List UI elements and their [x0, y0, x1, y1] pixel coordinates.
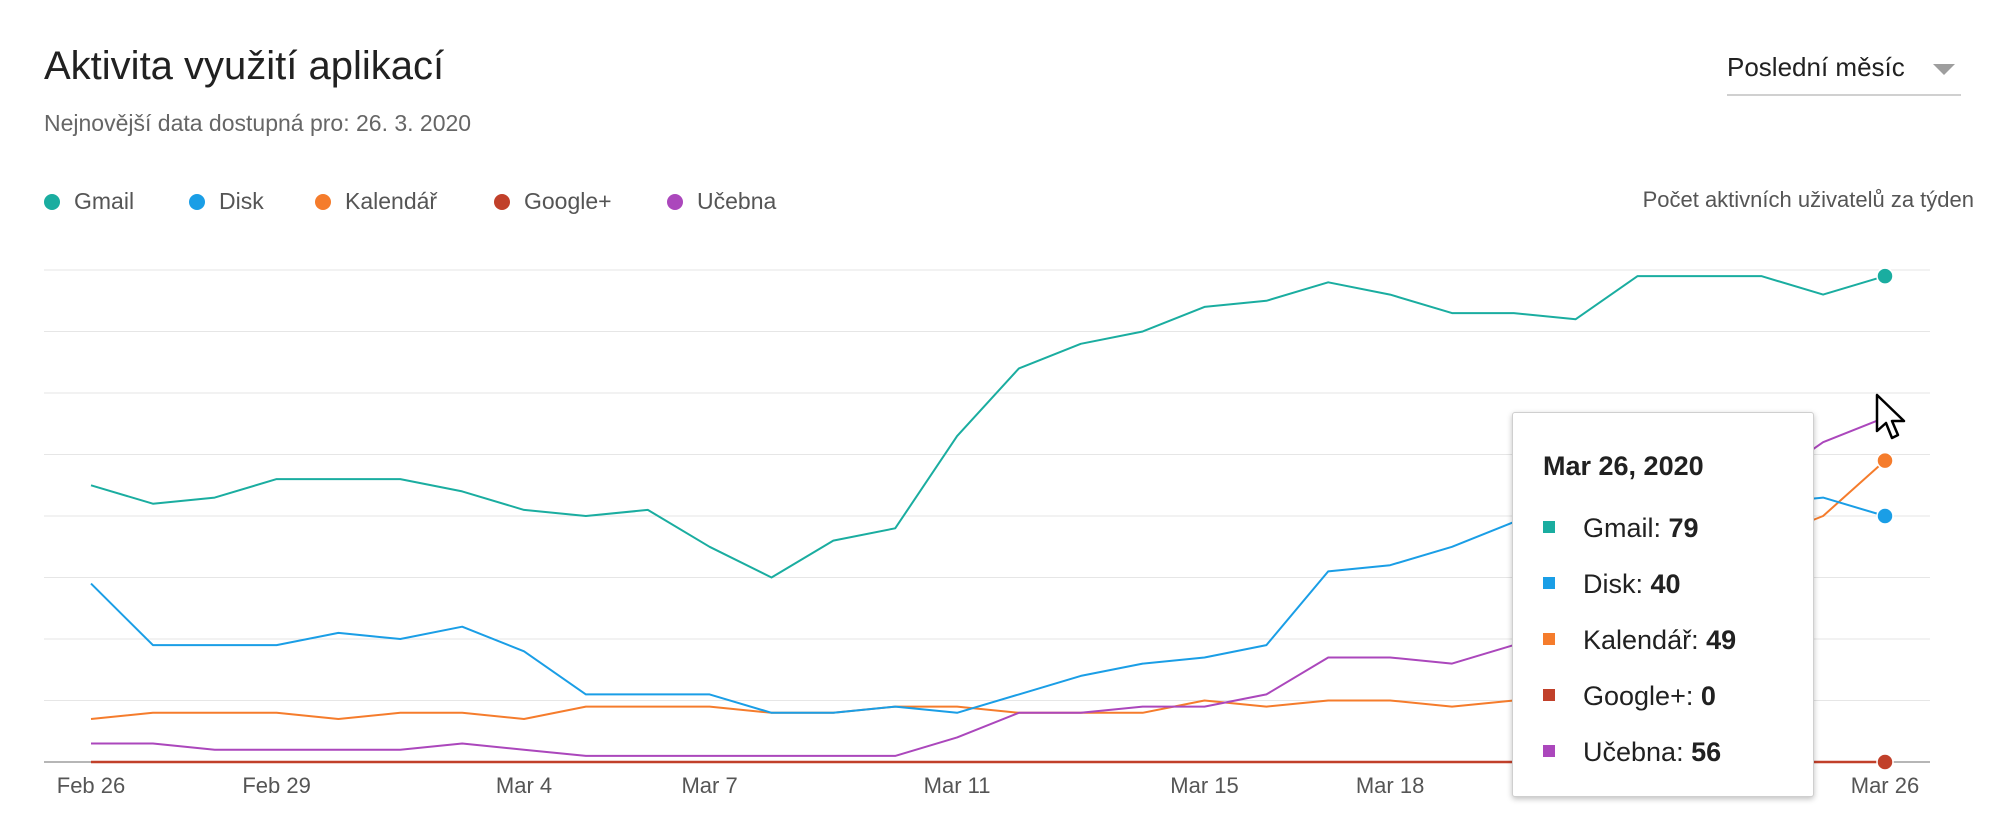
tooltip-value: 56 [1691, 737, 1722, 767]
x-tick-label: Mar 18 [1356, 773, 1424, 798]
tooltip-label: Google+: [1583, 681, 1694, 711]
series-point-1[interactable] [1876, 507, 1894, 525]
tooltip-value: 40 [1650, 569, 1681, 599]
tooltip-row-ucebna: Učebna: 56 [1543, 737, 1721, 768]
period-dropdown[interactable]: Poslední měsíc [1727, 48, 1961, 96]
tooltip-swatch-icon [1543, 633, 1555, 645]
legend-item-googleplus[interactable]: Google+ [494, 188, 612, 215]
x-tick-label: Mar 7 [681, 773, 737, 798]
legend-label: Google+ [524, 188, 612, 214]
tooltip-label: Učebna: [1583, 737, 1684, 767]
series-point-0[interactable] [1876, 267, 1894, 285]
x-tick-label: Feb 29 [242, 773, 311, 798]
chart-tooltip: Mar 26, 2020 Gmail: 79 Disk: 40 Kalendář… [1512, 412, 1814, 797]
tooltip-label: Gmail: [1583, 513, 1662, 543]
tooltip-value: 79 [1668, 513, 1699, 543]
x-tick-label: Mar 4 [496, 773, 552, 798]
period-dropdown-label: Poslední měsíc [1727, 52, 1905, 82]
chevron-down-icon [1933, 64, 1955, 75]
legend-item-kalendar[interactable]: Kalendář [315, 188, 437, 215]
tooltip-swatch-icon [1543, 745, 1555, 757]
legend-dot-icon [667, 194, 683, 210]
tooltip-value: 0 [1700, 681, 1716, 711]
x-tick-label: Feb 26 [57, 773, 126, 798]
legend-label: Disk [219, 188, 264, 214]
x-tick-label: Mar 11 [924, 773, 991, 798]
series-line-0[interactable] [90, 275, 1886, 579]
tooltip-row-disk: Disk: 40 [1543, 569, 1681, 600]
legend-item-ucebna[interactable]: Učebna [667, 188, 776, 215]
x-tick-label: Mar 15 [1170, 773, 1238, 798]
tooltip-row-googleplus: Google+: 0 [1543, 681, 1716, 712]
series-point-2[interactable] [1876, 451, 1894, 470]
tooltip-swatch-icon [1543, 521, 1555, 533]
legend-label: Gmail [74, 188, 135, 214]
legend-dot-icon [494, 194, 510, 210]
legend-dot-icon [315, 194, 331, 210]
tooltip-label: Kalendář: [1583, 625, 1699, 655]
metric-label: Počet aktivních uživatelů za týden [1642, 187, 1974, 212]
tooltip-date: Mar 26, 2020 [1543, 451, 1704, 481]
legend-dot-icon [44, 194, 60, 210]
tooltip-swatch-icon [1543, 689, 1555, 701]
legend-dot-icon [189, 194, 205, 210]
legend-item-gmail[interactable]: Gmail [44, 188, 134, 215]
series-point-3[interactable] [1876, 753, 1894, 771]
x-tick-label: Mar 26 [1851, 773, 1919, 798]
chart-title: Aktivita využití aplikací [44, 44, 445, 88]
mouse-pointer-icon [1875, 393, 1906, 440]
legend-label: Učebna [697, 188, 777, 214]
tooltip-swatch-icon [1543, 577, 1555, 589]
tooltip-label: Disk: [1583, 569, 1643, 599]
legend-label: Kalendář [345, 188, 438, 214]
tooltip-row-kalendar: Kalendář: 49 [1543, 625, 1736, 656]
tooltip-row-gmail: Gmail: 79 [1543, 513, 1699, 544]
chart-subtitle: Nejnovější data dostupná pro: 26. 3. 202… [44, 110, 472, 136]
legend-item-disk[interactable]: Disk [189, 188, 264, 215]
chart-points [1876, 267, 1894, 771]
tooltip-value: 49 [1706, 625, 1737, 655]
